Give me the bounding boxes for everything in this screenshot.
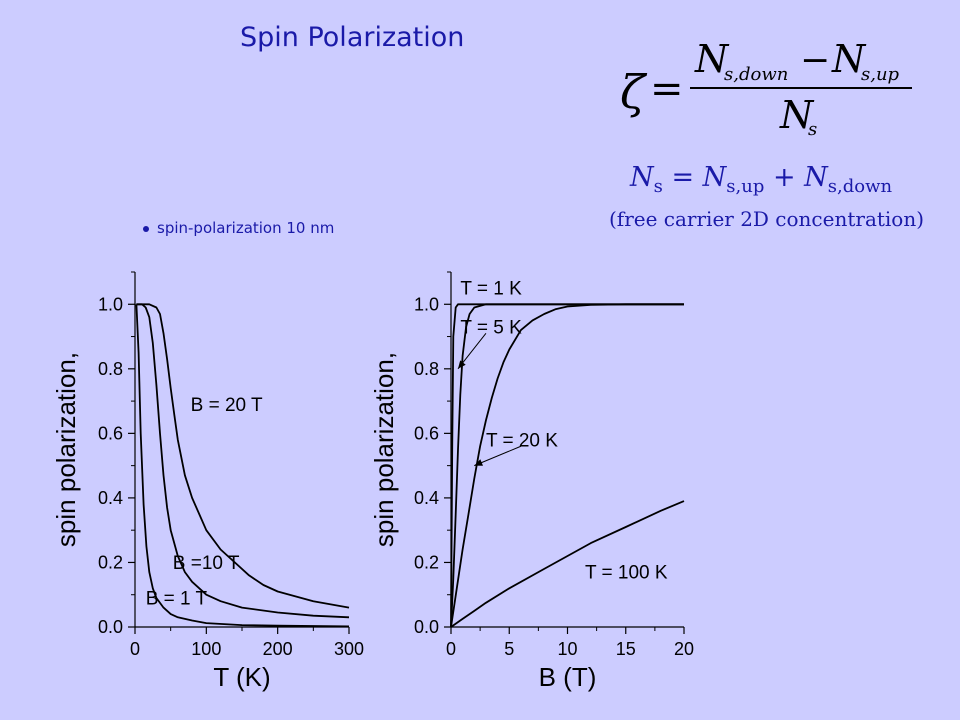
chart-right-y-axis-title: spin polarization, [369,352,399,547]
chart-right-x-tick-label: 20 [674,639,694,659]
ns-down-sub: s,down [827,176,893,197]
ns-note: (free carrier 2D concentration) [609,207,925,231]
chart-right-series-line-0 [450,303,684,628]
formula-n-up-sub: s,up [861,64,900,85]
chart-right-x-tick-label: 10 [557,639,577,659]
ns-symbol: N [630,162,654,193]
chart-right-x-axis-title: B (T) [539,662,597,692]
chart-left-series-line-0 [135,304,350,628]
chart-right-y-tick-label: 0.4 [414,488,439,508]
ns-equation: Ns = Ns,up + Ns,down [630,162,892,197]
ns-equals: = [662,162,703,193]
chart-left-y-tick-label: 0.2 [98,552,123,572]
chart-right-series-annotation: T = 100 K [585,563,668,584]
formula-equals: = [650,66,684,112]
chart-left-series-annotation: B = 1 T [146,588,208,609]
chart-right-series-line-1 [450,303,684,628]
bullet-text: spin-polarization 10 nm [157,219,335,237]
chart-left-series-annotation: B =10 T [173,553,240,574]
chart-right-series-annotation: T = 1 K [460,279,522,300]
chart-left-x-axis-title: T (K) [213,662,270,692]
chart-right-y-tick-label: 0.6 [414,423,439,443]
chart-left-y-tick-label: 0.8 [98,359,123,379]
ns-up-sub: s,up [726,176,765,197]
formula-n-s-sub: s [808,119,817,140]
formula-zeta: ζ [620,65,648,119]
formula-n-down: N [694,37,730,81]
chart-left-x-tick-label: 300 [334,639,364,659]
slide-title: Spin Polarization [240,22,465,53]
chart-right-series-annotation: T = 5 K [460,317,522,338]
chart-right-y-tick-label: 0.0 [414,617,439,637]
bullet-item: spin-polarization 10 nm [143,219,334,237]
polarization-formula: ζ = N s,down − N s,up N s [620,37,912,140]
chart-right-annotation-arrow-head [458,360,466,369]
chart-left-y-tick-label: 0.0 [98,617,123,637]
bullet-dot-icon [143,225,149,232]
chart-right-annotation-arrow-line [474,445,522,467]
formula-n-up: N [831,37,867,81]
chart-right-annotation-arrow-head [474,459,483,466]
chart-right-y-tick-label: 0.8 [414,359,439,379]
chart-left-x-tick-label: 100 [191,639,221,659]
chart-left-y-tick-label: 1.0 [98,294,123,314]
ns-up-symbol: N [702,162,727,193]
ns-plus: + [764,162,805,193]
chart-left-series-annotation: B = 20 T [191,395,263,416]
formula-minus: − [800,40,830,81]
chart-right-series-line-2 [450,303,684,628]
chart-left-series-line-2 [136,303,350,609]
chart-right-series-line-3 [450,500,685,628]
formula-n-s: N [779,93,815,137]
chart-left-x-tick-label: 200 [263,639,293,659]
chart-right-x-tick-label: 0 [446,639,456,659]
chart-left-y-tick-label: 0.6 [98,423,123,443]
chart-right-y-tick-label: 0.2 [414,552,439,572]
ns-sub: s [653,176,663,197]
chart-right-x-tick-label: 5 [504,639,514,659]
chart-left-x-tick-label: 0 [130,639,140,659]
chart-left-y-axis-title: spin polarization, [51,352,81,547]
chart-right-y-tick-label: 1.0 [414,294,439,314]
formula-n-down-sub: s,down [724,64,788,85]
chart-right-series-annotation: T = 20 K [486,430,558,451]
chart-left-series-line-1 [136,303,350,619]
chart-left-y-tick-label: 0.4 [98,488,123,508]
ns-down-symbol: N [804,162,828,193]
chart-right-x-tick-label: 15 [616,639,636,659]
